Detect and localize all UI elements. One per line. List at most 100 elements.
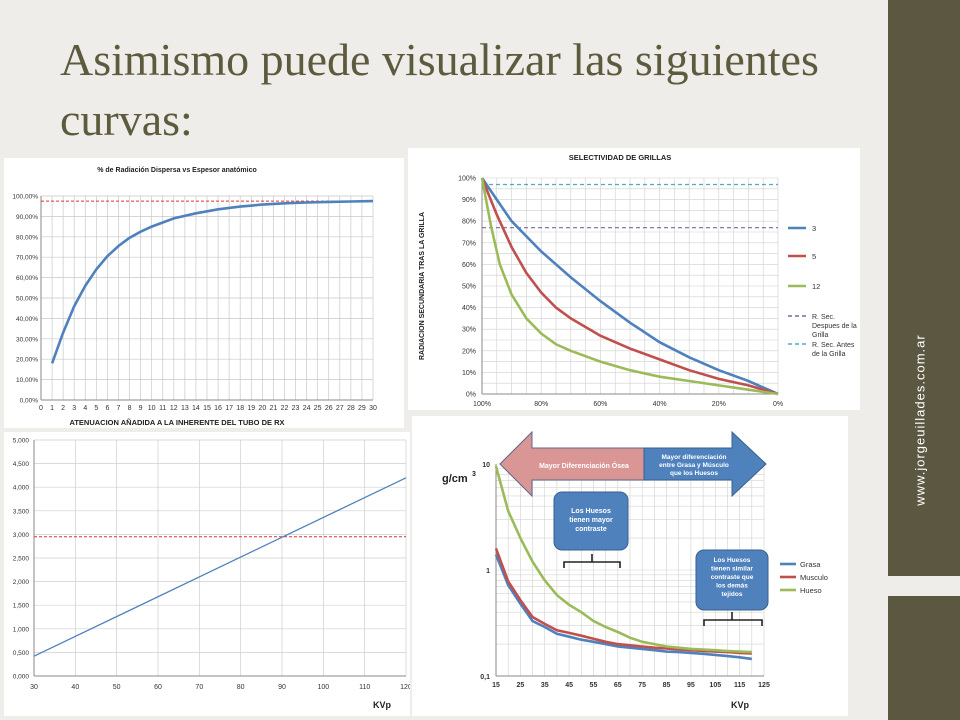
x-tick-label: 40 <box>71 684 79 691</box>
legend-label: R. Sec. Antes de la Grilla <box>812 342 855 358</box>
x-tick-label: 125 <box>758 682 770 689</box>
x-tick-label: 14 <box>192 405 200 412</box>
y-tick-label: 60,00% <box>16 275 38 282</box>
chart-grid-selectivity-svg: SELECTIVIDAD DE GRILLAS RADIACION SECUNDA… <box>419 153 857 408</box>
x-tick-label: 3 <box>72 405 76 412</box>
y-tick-label: 2,000 <box>13 579 30 586</box>
x-axis-label: ATENUACION AÑADIDA A LA INHERENTE DEL TU… <box>69 418 284 427</box>
x-axis-label: KVp <box>373 700 392 710</box>
x-tick-label: 30 <box>369 405 377 412</box>
y-tick-label: 50,00% <box>16 296 38 303</box>
y-tick-label: 1 <box>486 568 490 575</box>
x-tick-label: 28 <box>347 405 355 412</box>
y-tick-label: 10,00% <box>16 377 38 384</box>
x-tick-label: 55 <box>590 682 598 689</box>
x-tick-label: 60 <box>154 684 162 691</box>
x-tick-label: 0 <box>39 405 43 412</box>
y-axis-label-superscript: 3 <box>472 471 476 478</box>
x-tick-label: 100% <box>473 401 491 408</box>
sidebar-divider <box>888 576 960 596</box>
legend-label: 12 <box>812 282 820 291</box>
x-tick-label: 100 <box>317 684 329 691</box>
arrow-right-label: Mayor diferenciación entre Grasa y Múscul… <box>659 454 729 477</box>
y-tick-label: 20,00% <box>16 357 38 364</box>
y-tick-label: 2,500 <box>13 556 30 563</box>
x-tick-label: 7 <box>117 405 121 412</box>
x-tick-label: 21 <box>270 405 278 412</box>
x-tick-label: 12 <box>170 405 178 412</box>
chart-scatter-radiation-svg: % de Radiación Dispersa vs Espesor anató… <box>12 167 377 427</box>
x-tick-label: 10 <box>148 405 156 412</box>
x-tick-label: 27 <box>336 405 344 412</box>
x-tick-label: 20% <box>712 401 726 408</box>
x-tick-label: 22 <box>281 405 289 412</box>
x-tick-label: 85 <box>663 682 671 689</box>
x-tick-label: 115 <box>734 682 745 689</box>
x-tick-label: 45 <box>565 682 573 689</box>
y-tick-label: 80% <box>462 219 476 226</box>
y-tick-label: 0% <box>466 392 476 399</box>
x-tick-label: 26 <box>325 405 333 412</box>
x-tick-label: 80 <box>237 684 245 691</box>
chart-kvp-linear-svg: 30 40 50 60 70 80 90 100 110 120 0,000 0,500 1,000 1,… <box>13 438 410 711</box>
series-line <box>50 199 374 364</box>
x-tick-label: 11 <box>159 405 166 412</box>
x-tick-label: 35 <box>541 682 549 689</box>
site-url: www.jorgeuillades.com.ar <box>912 334 928 506</box>
x-tick-label: 9 <box>139 405 143 412</box>
x-tick-label: 50 <box>113 684 121 691</box>
x-axis-label: KVp <box>731 700 750 710</box>
x-tick-label: 90 <box>278 684 286 691</box>
x-tick-label: 18 <box>236 405 244 412</box>
annotation-bracket <box>563 554 621 568</box>
x-tick-label: 17 <box>225 405 233 412</box>
legend-label: Musculo <box>800 573 828 582</box>
x-tick-label: 5 <box>94 405 98 412</box>
y-tick-label: 1,000 <box>13 626 30 633</box>
y-tick-label: 100,00% <box>12 194 38 201</box>
y-tick-label: 40,00% <box>16 316 38 323</box>
annotation-box <box>553 491 629 551</box>
chart-title: SELECTIVIDAD DE GRILLAS <box>569 153 672 162</box>
x-tick-label: 25 <box>516 682 524 689</box>
y-tick-label: 0,500 <box>13 650 30 657</box>
annotation-box-label: Los Huesos tienen mayor contraste <box>569 508 613 533</box>
y-tick-label: 20% <box>462 348 476 355</box>
x-tick-label: 13 <box>181 405 189 412</box>
x-tick-label: 4 <box>83 405 87 412</box>
x-tick-label: 95 <box>687 682 695 689</box>
sidebar-bar <box>888 0 960 720</box>
chart-scatter-radiation: % de Radiación Dispersa vs Espesor anató… <box>4 158 404 428</box>
x-tick-label: 60% <box>593 401 607 408</box>
x-tick-label: 80% <box>534 401 548 408</box>
chart-grid-selectivity: SELECTIVIDAD DE GRILLAS RADIACION SECUNDA… <box>408 148 860 410</box>
x-tick-label: 40% <box>653 401 667 408</box>
slide-title: Asimismo puede visualizar las siguientes… <box>60 34 819 145</box>
annotation-bracket <box>703 612 763 626</box>
series-line <box>33 477 407 657</box>
x-tick-label: 70 <box>195 684 203 691</box>
y-axis-label: g/cm <box>442 473 468 485</box>
y-tick-label: 5,000 <box>13 438 30 445</box>
legend-label: R. Sec. Despues de la Grilla <box>812 314 857 339</box>
x-tick-label: 1 <box>50 405 54 412</box>
legend-label: 3 <box>812 224 816 233</box>
y-tick-label: 50% <box>462 284 476 291</box>
series-line <box>494 554 752 661</box>
y-tick-label: 80,00% <box>16 234 38 241</box>
y-tick-label: 70% <box>462 240 476 247</box>
y-tick-label: 1,500 <box>13 603 30 610</box>
x-tick-label: 120 <box>400 684 410 691</box>
y-tick-label: 0,000 <box>13 674 30 681</box>
x-tick-label: 29 <box>358 405 366 412</box>
series-line <box>480 177 779 396</box>
x-tick-label: 15 <box>203 405 211 412</box>
y-tick-label: 30% <box>462 327 476 334</box>
x-tick-label: 20 <box>258 405 266 412</box>
arrow-right-shape <box>643 430 767 498</box>
series-line <box>494 466 752 654</box>
y-tick-label: 90% <box>462 197 476 204</box>
y-tick-label: 70,00% <box>16 255 38 262</box>
legend-label: Hueso <box>800 586 822 595</box>
x-tick-label: 15 <box>492 682 500 689</box>
